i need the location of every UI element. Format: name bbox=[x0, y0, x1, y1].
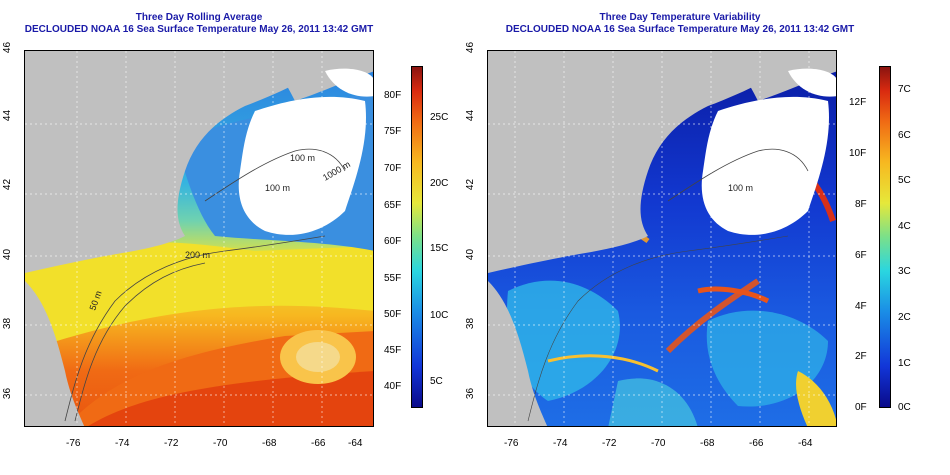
land-mass bbox=[25, 51, 345, 273]
left-x-tick: -70 bbox=[213, 438, 228, 449]
right-x-tick: -72 bbox=[602, 438, 617, 449]
contour-50m bbox=[74, 262, 206, 422]
low-variability-patch bbox=[507, 280, 620, 401]
high-variability-streak bbox=[547, 354, 659, 373]
contour-label-100m-a: 100 m bbox=[290, 153, 315, 163]
contour-line bbox=[527, 235, 789, 422]
left-y-tick: 36 bbox=[2, 387, 14, 400]
left-map-title: Three Day Rolling Average DECLOUDED NOAA… bbox=[0, 12, 398, 36]
land-nova-scotia bbox=[728, 51, 836, 101]
colorbar-c-label: 10C bbox=[430, 310, 449, 321]
colorbar-f-label: 10F bbox=[849, 148, 867, 159]
colorbar-f-label: 12F bbox=[849, 97, 867, 108]
colorbar-c-label: 25C bbox=[430, 112, 449, 123]
colorbar-c-label: 2C bbox=[898, 312, 911, 323]
colorbar-c-label: 6C bbox=[898, 130, 911, 141]
right-y-tick: 44 bbox=[465, 109, 477, 122]
cloud-patch bbox=[788, 68, 836, 97]
left-y-tick: 44 bbox=[2, 109, 14, 122]
left-y-tick: 40 bbox=[2, 248, 14, 261]
high-variability-streak bbox=[697, 286, 770, 304]
colorbar-c-label: 0C bbox=[898, 402, 911, 413]
left-y-tick: 38 bbox=[2, 317, 14, 330]
land-south bbox=[488, 281, 548, 426]
colorbar-f-label: 70F bbox=[384, 163, 402, 174]
left-y-tick: 42 bbox=[2, 178, 14, 191]
right-map-title: Three Day Temperature Variability DECLOU… bbox=[470, 12, 890, 36]
right-y-tick: 38 bbox=[465, 317, 477, 330]
colorbar-c-label: 20C bbox=[430, 178, 449, 189]
cloud-cover bbox=[238, 96, 366, 235]
left-x-tick: -68 bbox=[262, 438, 277, 449]
right-y-tick: 36 bbox=[465, 387, 477, 400]
lat-lon-grid bbox=[25, 51, 373, 426]
contour-line bbox=[667, 148, 809, 202]
land-south bbox=[25, 281, 85, 426]
right-map-panel: 100 m bbox=[487, 50, 837, 427]
high-variability-streak bbox=[665, 278, 760, 354]
right-variability-map: 100 m bbox=[488, 51, 836, 426]
colorbar-c-label: 5C bbox=[430, 376, 443, 387]
right-x-tick: -76 bbox=[504, 438, 519, 449]
left-sst-map: 50 m 200 m 100 m 100 m 1000 m bbox=[25, 51, 373, 426]
left-x-tick: -64 bbox=[348, 438, 363, 449]
right-y-tick: 40 bbox=[465, 248, 477, 261]
contour-gulf-maine bbox=[204, 148, 346, 202]
right-x-tick: -74 bbox=[553, 438, 568, 449]
colorbar-f-label: 50F bbox=[384, 309, 402, 320]
cloud-cover bbox=[701, 96, 829, 235]
colorbar-c-label: 7C bbox=[898, 84, 911, 95]
colorbar-f-label: 0F bbox=[855, 402, 867, 413]
colorbar-f-label: 75F bbox=[384, 126, 402, 137]
colorbar-c-label: 4C bbox=[898, 221, 911, 232]
colorbar-c-label: 15C bbox=[430, 243, 449, 254]
warm-eddy-center bbox=[296, 342, 340, 372]
colorbar-c-label: 5C bbox=[898, 175, 911, 186]
right-colorbar bbox=[879, 66, 891, 408]
gulf-stream-core bbox=[88, 371, 373, 426]
left-x-tick: -76 bbox=[66, 438, 81, 449]
land-nova-scotia bbox=[265, 51, 373, 101]
left-map-title-line1: Three Day Rolling Average bbox=[135, 12, 263, 23]
cloud-patch bbox=[325, 68, 373, 97]
colorbar-f-label: 2F bbox=[855, 351, 867, 362]
colorbar-f-label: 4F bbox=[855, 301, 867, 312]
contour-200m bbox=[64, 235, 326, 422]
right-y-tick: 46 bbox=[465, 41, 477, 54]
right-map-title-line1: Three Day Temperature Variability bbox=[599, 12, 761, 23]
lat-lon-grid bbox=[488, 51, 836, 426]
colorbar-c-label: 1C bbox=[898, 358, 911, 369]
colorbar-f-label: 40F bbox=[384, 381, 402, 392]
left-y-tick: 46 bbox=[2, 41, 14, 54]
right-x-tick: -64 bbox=[798, 438, 813, 449]
right-x-tick: -68 bbox=[700, 438, 715, 449]
colorbar-f-label: 45F bbox=[384, 345, 402, 356]
left-colorbar bbox=[411, 66, 423, 408]
left-map-title-line2: DECLOUDED NOAA 16 Sea Surface Temperatur… bbox=[24, 24, 374, 35]
left-map-panel: 50 m 200 m 100 m 100 m 1000 m bbox=[24, 50, 374, 427]
colorbar-f-label: 6F bbox=[855, 250, 867, 261]
colorbar-c-label: 3C bbox=[898, 266, 911, 277]
colorbar-f-label: 80F bbox=[384, 90, 402, 101]
right-x-tick: -66 bbox=[749, 438, 764, 449]
colorbar-f-label: 60F bbox=[384, 236, 402, 247]
land-mass bbox=[488, 51, 808, 273]
colorbar-f-label: 8F bbox=[855, 199, 867, 210]
contour-label-100m-b: 100 m bbox=[265, 183, 290, 193]
right-x-tick: -70 bbox=[651, 438, 666, 449]
right-map-title-line2: DECLOUDED NOAA 16 Sea Surface Temperatur… bbox=[505, 24, 855, 35]
low-variability-patch bbox=[608, 378, 698, 426]
left-x-tick: -66 bbox=[311, 438, 326, 449]
left-x-tick: -74 bbox=[115, 438, 130, 449]
contour-label-200m: 200 m bbox=[185, 250, 210, 260]
colorbar-f-label: 55F bbox=[384, 273, 402, 284]
moderate-variability-patch bbox=[796, 371, 836, 426]
colorbar-f-label: 65F bbox=[384, 200, 402, 211]
right-y-tick: 42 bbox=[465, 178, 477, 191]
contour-label-100m: 100 m bbox=[728, 183, 753, 193]
left-x-tick: -72 bbox=[164, 438, 179, 449]
